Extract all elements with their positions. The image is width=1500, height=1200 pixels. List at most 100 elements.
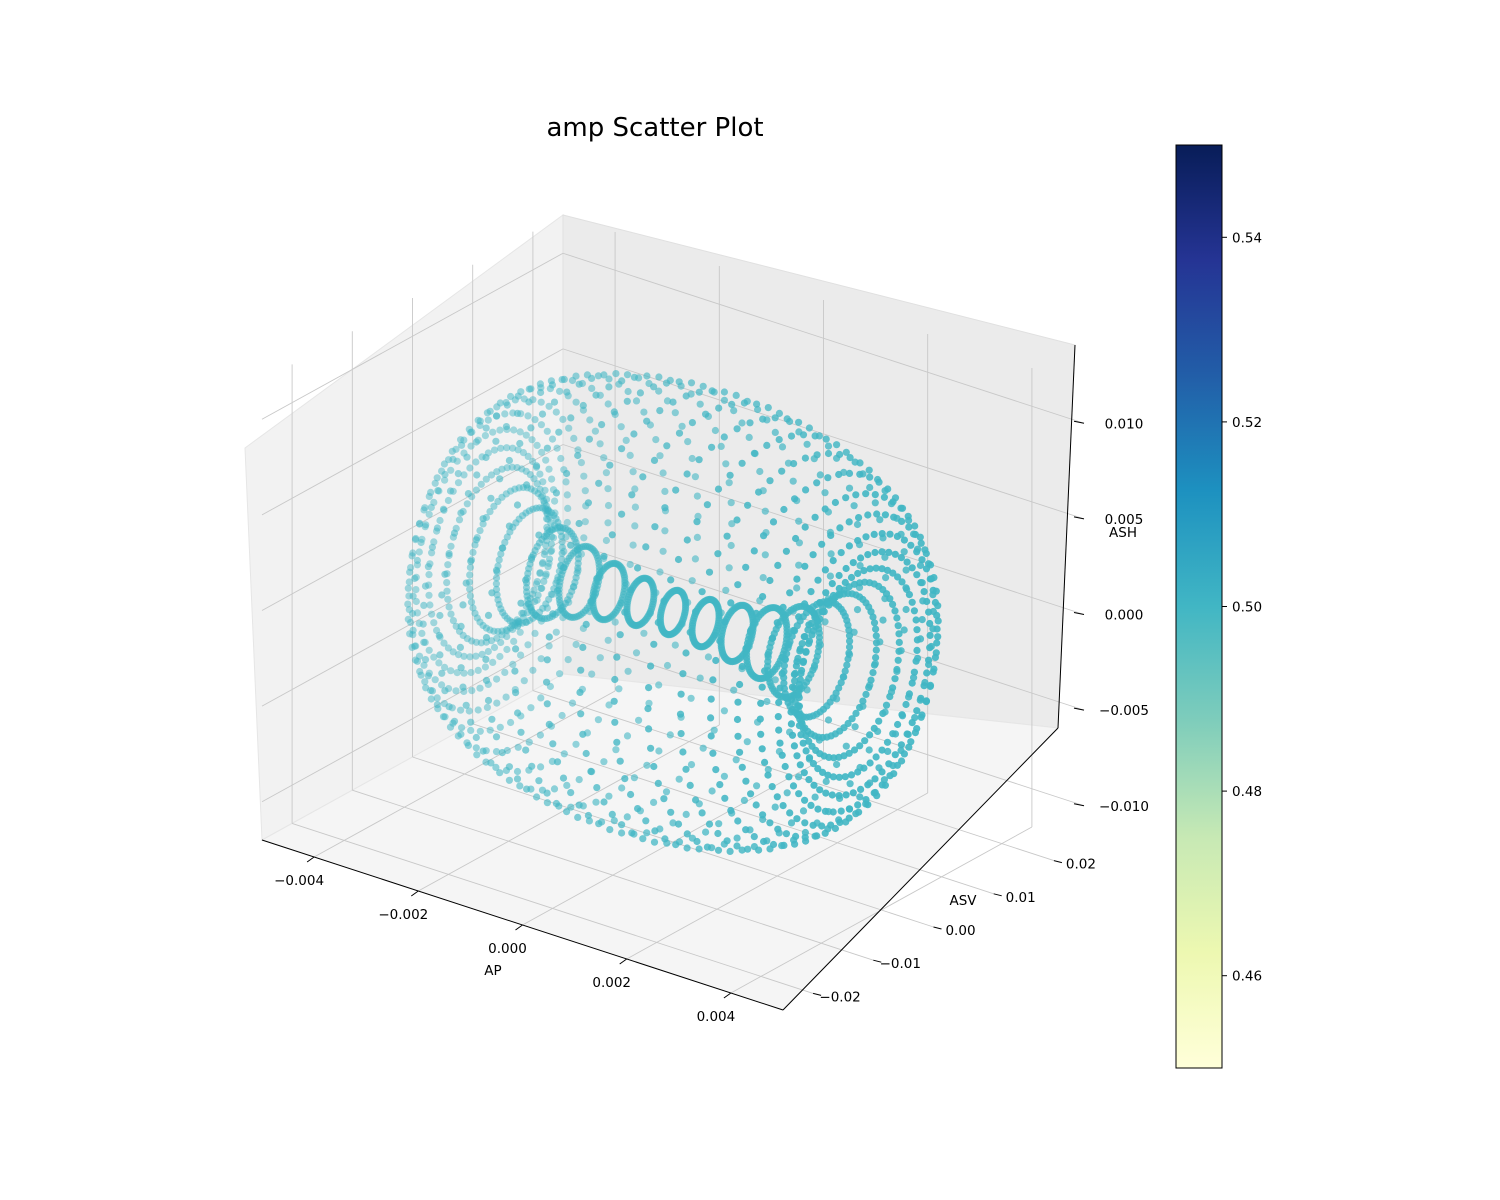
colorbar-tick-label: 0.50 — [1232, 600, 1262, 616]
scatter-point — [550, 785, 559, 793]
scatter-point — [926, 631, 934, 640]
scatter-point — [845, 649, 853, 657]
scatter-point — [878, 768, 886, 776]
scatter-point — [813, 451, 821, 459]
scatter-point — [844, 719, 852, 728]
scatter-point — [878, 530, 886, 538]
scatter-point — [732, 391, 740, 399]
scatter-point — [503, 632, 511, 641]
scatter-point — [446, 723, 455, 731]
scatter-point — [513, 409, 522, 417]
scatter-point — [845, 632, 854, 640]
scatter-point — [476, 684, 484, 692]
scatter-point — [738, 459, 746, 467]
scatter-point — [702, 410, 710, 418]
scatter-point — [755, 488, 763, 496]
scatter-point — [621, 581, 629, 590]
scatter-point — [923, 669, 931, 677]
scatter-point — [655, 747, 663, 755]
scatter-point — [529, 666, 537, 674]
scatter-point — [530, 586, 538, 594]
scatter-point — [882, 574, 890, 582]
scatter-point — [647, 744, 655, 752]
scatter-point — [556, 670, 564, 678]
scatter-point — [656, 452, 664, 460]
grid-lines — [261, 231, 1085, 994]
colorbar: 0.46 0.48 0.50 0.52 0.54 — [1175, 144, 1262, 1069]
scatter-point — [594, 716, 603, 724]
scatter-point — [616, 631, 624, 639]
scatter-point — [780, 505, 788, 514]
scatter-point — [524, 641, 532, 649]
x-tick-label: 0.002 — [592, 975, 631, 991]
scatter-point — [459, 631, 467, 640]
scatter-point — [537, 694, 545, 702]
scatter-point — [659, 469, 667, 477]
scatter-point — [623, 732, 632, 740]
scatter-point — [588, 384, 596, 392]
scatter-point — [842, 494, 850, 502]
scatter-point — [699, 744, 707, 752]
scatter-point — [900, 548, 908, 556]
scatter-point — [795, 561, 803, 569]
scatter-point — [758, 745, 766, 753]
scatter-point — [455, 516, 464, 524]
scatter-point — [527, 424, 535, 432]
scatter-point — [733, 842, 741, 850]
scatter-point — [829, 557, 837, 565]
scatter-point — [501, 410, 509, 418]
scatter-point — [815, 638, 824, 646]
scatter-point — [872, 753, 880, 761]
scatter-point — [733, 715, 742, 724]
scatter-point — [626, 560, 634, 569]
scatter-point — [854, 569, 862, 578]
scatter-point — [492, 748, 501, 756]
scatter-point — [482, 424, 490, 432]
scatter-point — [878, 548, 886, 556]
scatter-point — [412, 534, 420, 543]
scatter-point — [644, 705, 652, 713]
scatter-point — [623, 397, 631, 405]
scatter-point — [422, 684, 430, 692]
scatter-point — [413, 556, 421, 565]
scatter-point — [879, 709, 887, 718]
scatter-point — [528, 762, 536, 770]
scatter-point — [466, 585, 474, 593]
scatter-point — [422, 521, 430, 529]
scatter-point — [650, 593, 658, 601]
scatter-point — [498, 544, 506, 552]
scatter-point — [618, 377, 626, 385]
scatter-point — [824, 442, 833, 450]
scatter-point — [464, 490, 472, 498]
scatter-point — [864, 511, 872, 519]
scatter-point — [912, 657, 920, 665]
scatter-point — [805, 776, 813, 784]
scatter-point — [811, 432, 819, 440]
scatter-point — [897, 554, 906, 562]
scatter-point — [585, 435, 594, 443]
scatter-point — [907, 541, 915, 549]
scatter-point — [496, 652, 504, 661]
scatter-point — [558, 538, 566, 546]
scatter-point — [533, 462, 541, 470]
scatter-point — [605, 701, 613, 709]
scatter-point — [810, 781, 818, 789]
scatter-point — [776, 739, 784, 747]
scatter-point — [799, 431, 808, 439]
scatter-point — [818, 540, 826, 548]
y-tick — [1053, 860, 1063, 864]
scatter-points — [404, 370, 942, 856]
scatter-point — [883, 738, 892, 746]
scatter-point — [466, 563, 474, 572]
scatter-point — [632, 397, 641, 405]
scatter-point — [595, 479, 603, 487]
scatter-point — [761, 758, 769, 767]
scatter-point — [766, 477, 774, 485]
scatter-point — [795, 418, 803, 426]
scatter-point — [420, 638, 428, 646]
scatter-point — [891, 675, 899, 683]
z-tick-label: −0.010 — [1099, 799, 1149, 815]
scatter-point — [738, 662, 746, 671]
scatter-point — [785, 773, 793, 781]
scatter-point — [454, 479, 463, 487]
